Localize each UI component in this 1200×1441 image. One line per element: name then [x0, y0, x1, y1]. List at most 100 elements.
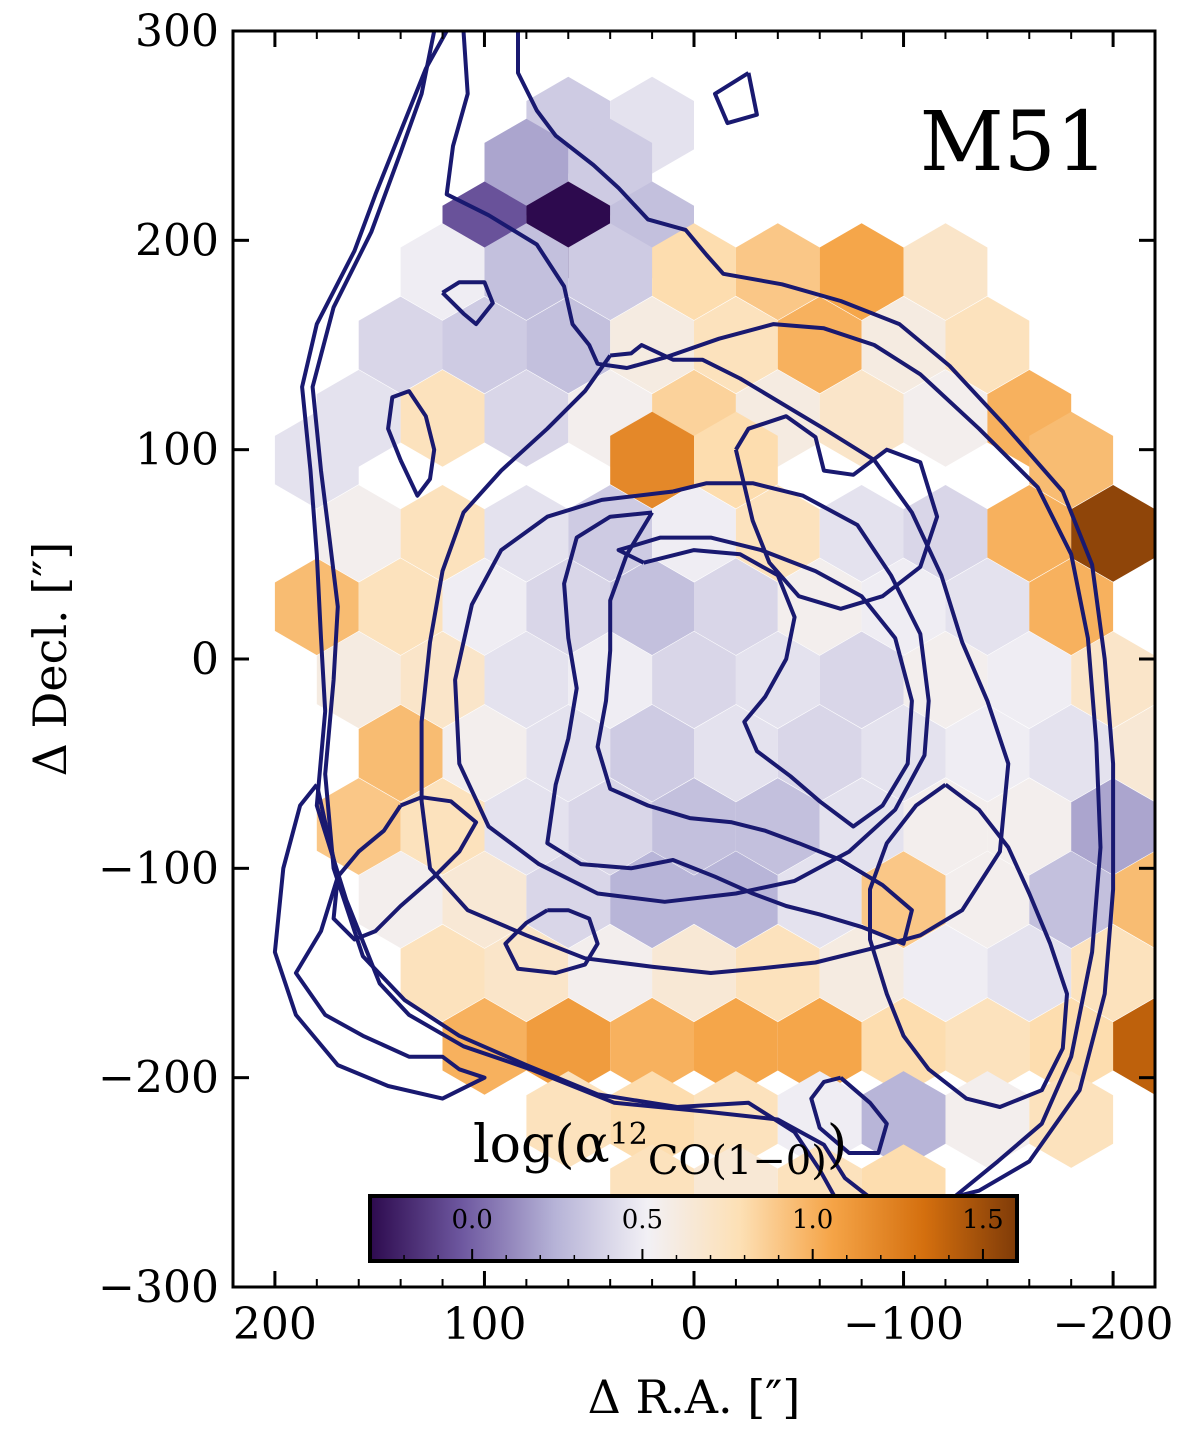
- hexbin-cell: [945, 558, 1030, 656]
- hexbin-cell: [526, 296, 611, 394]
- hexbin-cell: [400, 223, 485, 321]
- hexbin-cell: [945, 997, 1030, 1095]
- hexbin-cell: [610, 411, 694, 509]
- hexbin-cell: [903, 924, 988, 1022]
- hexbin-cell: [819, 631, 904, 729]
- hexbin-cell: [484, 778, 569, 875]
- hexbin-cell: [316, 631, 401, 729]
- hexbin-cell: [526, 558, 611, 656]
- contour-line: [868, 782, 1069, 1109]
- hexbin-cell: [1071, 485, 1155, 582]
- contour-line: [733, 414, 940, 611]
- hexbin-layer: [274, 76, 1155, 1242]
- colorbar-tick-label: 1.0: [792, 1205, 833, 1235]
- colorbar-tick-label: 1.5: [962, 1205, 1003, 1235]
- hexbin-cell: [819, 369, 904, 467]
- hexbin-cell: [442, 851, 527, 949]
- y-axis-title: Δ Decl. [″]: [23, 542, 77, 777]
- colorbar-tick-label: 0.0: [451, 1205, 492, 1235]
- contour-line: [545, 510, 914, 946]
- hexbin-cell: [568, 924, 653, 1022]
- x-tick-label: 100: [442, 1299, 526, 1350]
- hexbin-cell: [274, 411, 359, 509]
- hexbin-cell: [1113, 704, 1155, 802]
- hexbin-cell: [442, 558, 527, 656]
- contour-line: [713, 71, 759, 126]
- hexbin-cell: [903, 223, 988, 321]
- contour-line: [331, 795, 479, 942]
- hexbin-cell: [652, 778, 736, 875]
- hexbin-cell: [610, 1071, 694, 1168]
- hexbin-cell: [1113, 851, 1155, 949]
- hexbin-cell: [777, 997, 862, 1095]
- y-tick-label: −200: [98, 1053, 219, 1104]
- hexbin-cell: [568, 631, 653, 729]
- hexbin-cell: [945, 296, 1030, 394]
- hexbin-cell: [861, 997, 946, 1095]
- hexbin-cell: [1029, 704, 1114, 802]
- hexbin-cell: [652, 631, 736, 729]
- hexbin-cell: [358, 558, 443, 656]
- hexbin-cell: [316, 485, 401, 582]
- x-tick-label: −100: [843, 1299, 964, 1350]
- x-tick-label: 200: [233, 1299, 317, 1350]
- hexbin-cell: [526, 1071, 611, 1168]
- hexbin-cell: [1029, 1071, 1114, 1168]
- x-axis-title: Δ R.A. [″]: [588, 1370, 801, 1424]
- panel-label: M51: [920, 95, 1108, 190]
- hexbin-cell: [1029, 411, 1114, 509]
- hexbin-cell: [610, 704, 694, 802]
- plot-area: [272, 31, 1155, 1242]
- x-tick-label: 0: [680, 1299, 708, 1350]
- hexbin-cell: [358, 851, 443, 949]
- hexbin-cell: [694, 704, 778, 802]
- hexbin-cell: [400, 924, 485, 1022]
- hexbin-cell: [735, 924, 820, 1022]
- hexbin-cell: [568, 118, 653, 216]
- hexbin-cell: [610, 558, 694, 656]
- contour-line: [809, 1075, 889, 1155]
- hexbin-cell: [694, 1071, 778, 1168]
- hexbin-cell: [484, 369, 569, 467]
- colorbar-title: log(α12CO(1−0)): [473, 1115, 847, 1184]
- hexbin-cell: [903, 369, 988, 467]
- y-tick-label: −300: [98, 1262, 219, 1313]
- hexbin-cell: [777, 296, 862, 394]
- hexbin-cell: [777, 851, 862, 949]
- hexbin-cell: [442, 296, 527, 394]
- contour-line: [310, 31, 1103, 1231]
- hexbin-cell: [442, 704, 527, 802]
- hexbin-cell: [945, 1071, 1030, 1168]
- hexbin-cell: [735, 778, 820, 875]
- hexbin-cell: [400, 485, 485, 582]
- hexbin-cell: [610, 997, 694, 1095]
- hexbin-cell: [777, 558, 862, 656]
- hexbin-cell: [777, 704, 862, 802]
- colorbar: log(α12CO(1−0)) 0.0 0.5 1.0 1.5: [368, 1115, 1019, 1263]
- axis-ticks: 200 100 0 −100 −200 300 200 100 0 −100 −200 −300: [98, 6, 1173, 1350]
- colorbar-tick-label: 0.5: [622, 1205, 663, 1235]
- colorbar-gradient: [368, 1194, 1019, 1263]
- y-tick-label: 200: [135, 215, 219, 266]
- hexbin-cell: [1029, 558, 1114, 656]
- hexbin-cell: [1029, 851, 1114, 949]
- hexbin-cell: [484, 223, 569, 321]
- hexbin-cell: [861, 851, 946, 949]
- hexbin-cell: [735, 485, 820, 582]
- contour-line: [616, 535, 914, 829]
- hexbin-cell: [694, 997, 778, 1095]
- hexbin-cell: [987, 631, 1072, 729]
- y-tick-label: 100: [135, 425, 219, 476]
- hexbin-cell: [861, 558, 946, 656]
- x-tick-label: −200: [1053, 1299, 1174, 1350]
- hexbin-cell: [484, 924, 569, 1022]
- contour-line: [441, 280, 495, 327]
- colorbar-title-close: ): [827, 1115, 847, 1175]
- contour-line: [503, 908, 600, 975]
- hexbin-cell: [819, 924, 904, 1022]
- hexbin-cell: [568, 223, 653, 321]
- contour-line: [272, 783, 487, 1101]
- hexbin-cell: [945, 851, 1030, 949]
- contour-line: [386, 389, 437, 498]
